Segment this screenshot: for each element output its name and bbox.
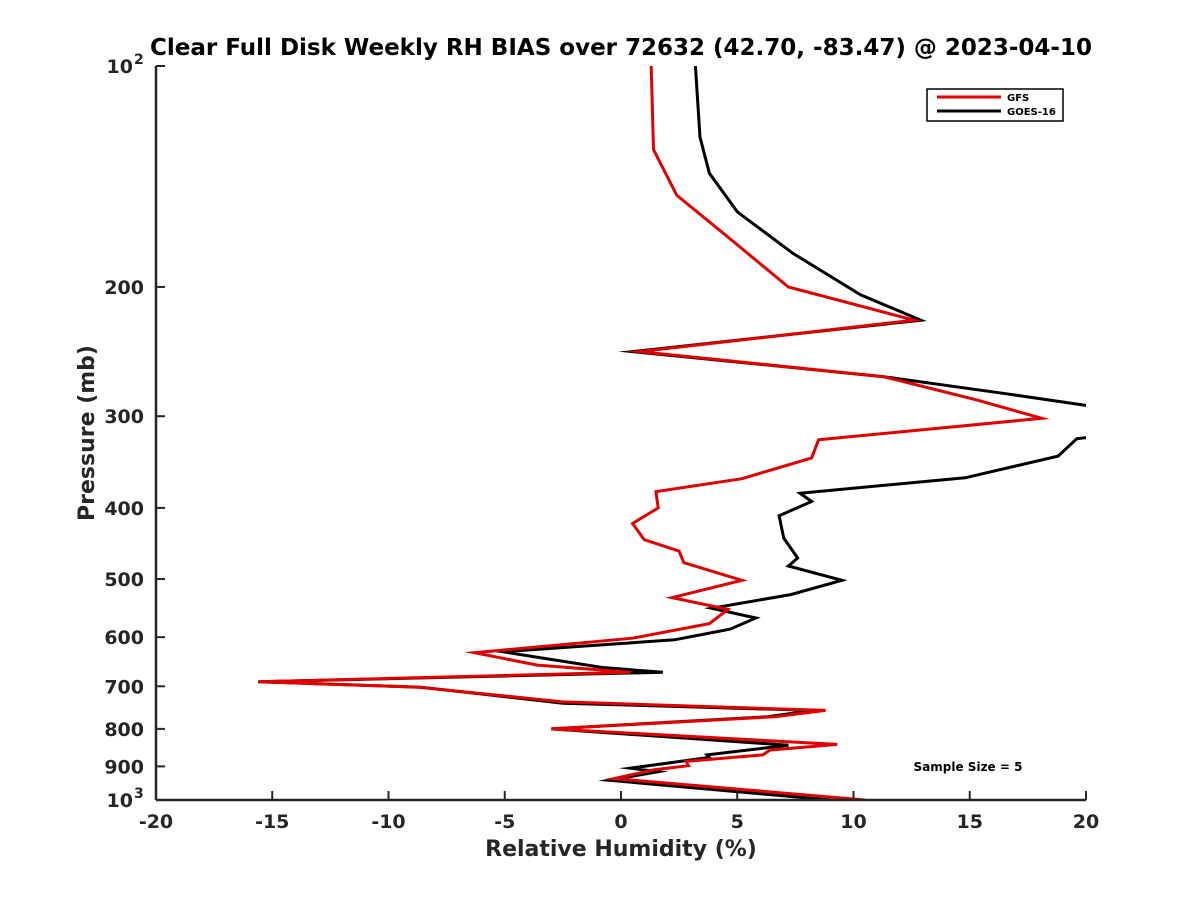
x-tick-label: 0 xyxy=(614,811,627,833)
x-tick-label: 10 xyxy=(840,811,866,833)
x-axis-label: Relative Humidity (%) xyxy=(485,837,757,862)
y-tick-label: 500 xyxy=(104,569,144,591)
y-axis-label: Pressure (mb) xyxy=(75,345,100,521)
x-tick-label: -10 xyxy=(371,811,405,833)
y-tick-label: 400 xyxy=(104,498,144,520)
y-tick-label: 10 xyxy=(107,56,133,78)
series-layer xyxy=(258,66,1086,800)
x-tick-label: 5 xyxy=(731,811,744,833)
legend: GFS GOES-16 xyxy=(926,88,1064,122)
x-tick-label: 20 xyxy=(1073,811,1099,833)
x-tick-label: -15 xyxy=(255,811,289,833)
series-line-gfs xyxy=(258,66,1050,800)
x-tick-label: 15 xyxy=(957,811,983,833)
y-tick-label: 700 xyxy=(104,676,144,698)
sample-size-annotation: Sample Size = 5 xyxy=(914,760,1023,774)
chart-title: Clear Full Disk Weekly RH BIAS over 7263… xyxy=(150,35,1092,61)
x-tick-label: -5 xyxy=(494,811,515,833)
x-tick-label: -20 xyxy=(139,811,173,833)
y-tick-label: 800 xyxy=(104,719,144,741)
y-tick-label: 10 xyxy=(107,790,133,812)
y-tick-label: 600 xyxy=(104,627,144,649)
y-tick-label: 900 xyxy=(104,756,144,778)
legend-label: GFS xyxy=(1007,93,1029,104)
y-tick-exponent: 3 xyxy=(134,786,144,802)
y-tick-exponent: 2 xyxy=(134,52,144,68)
y-tick-label: 300 xyxy=(104,406,144,428)
legend-label: GOES-16 xyxy=(1007,107,1056,118)
y-tick-label: 200 xyxy=(104,277,144,299)
legend-box xyxy=(926,88,1064,122)
